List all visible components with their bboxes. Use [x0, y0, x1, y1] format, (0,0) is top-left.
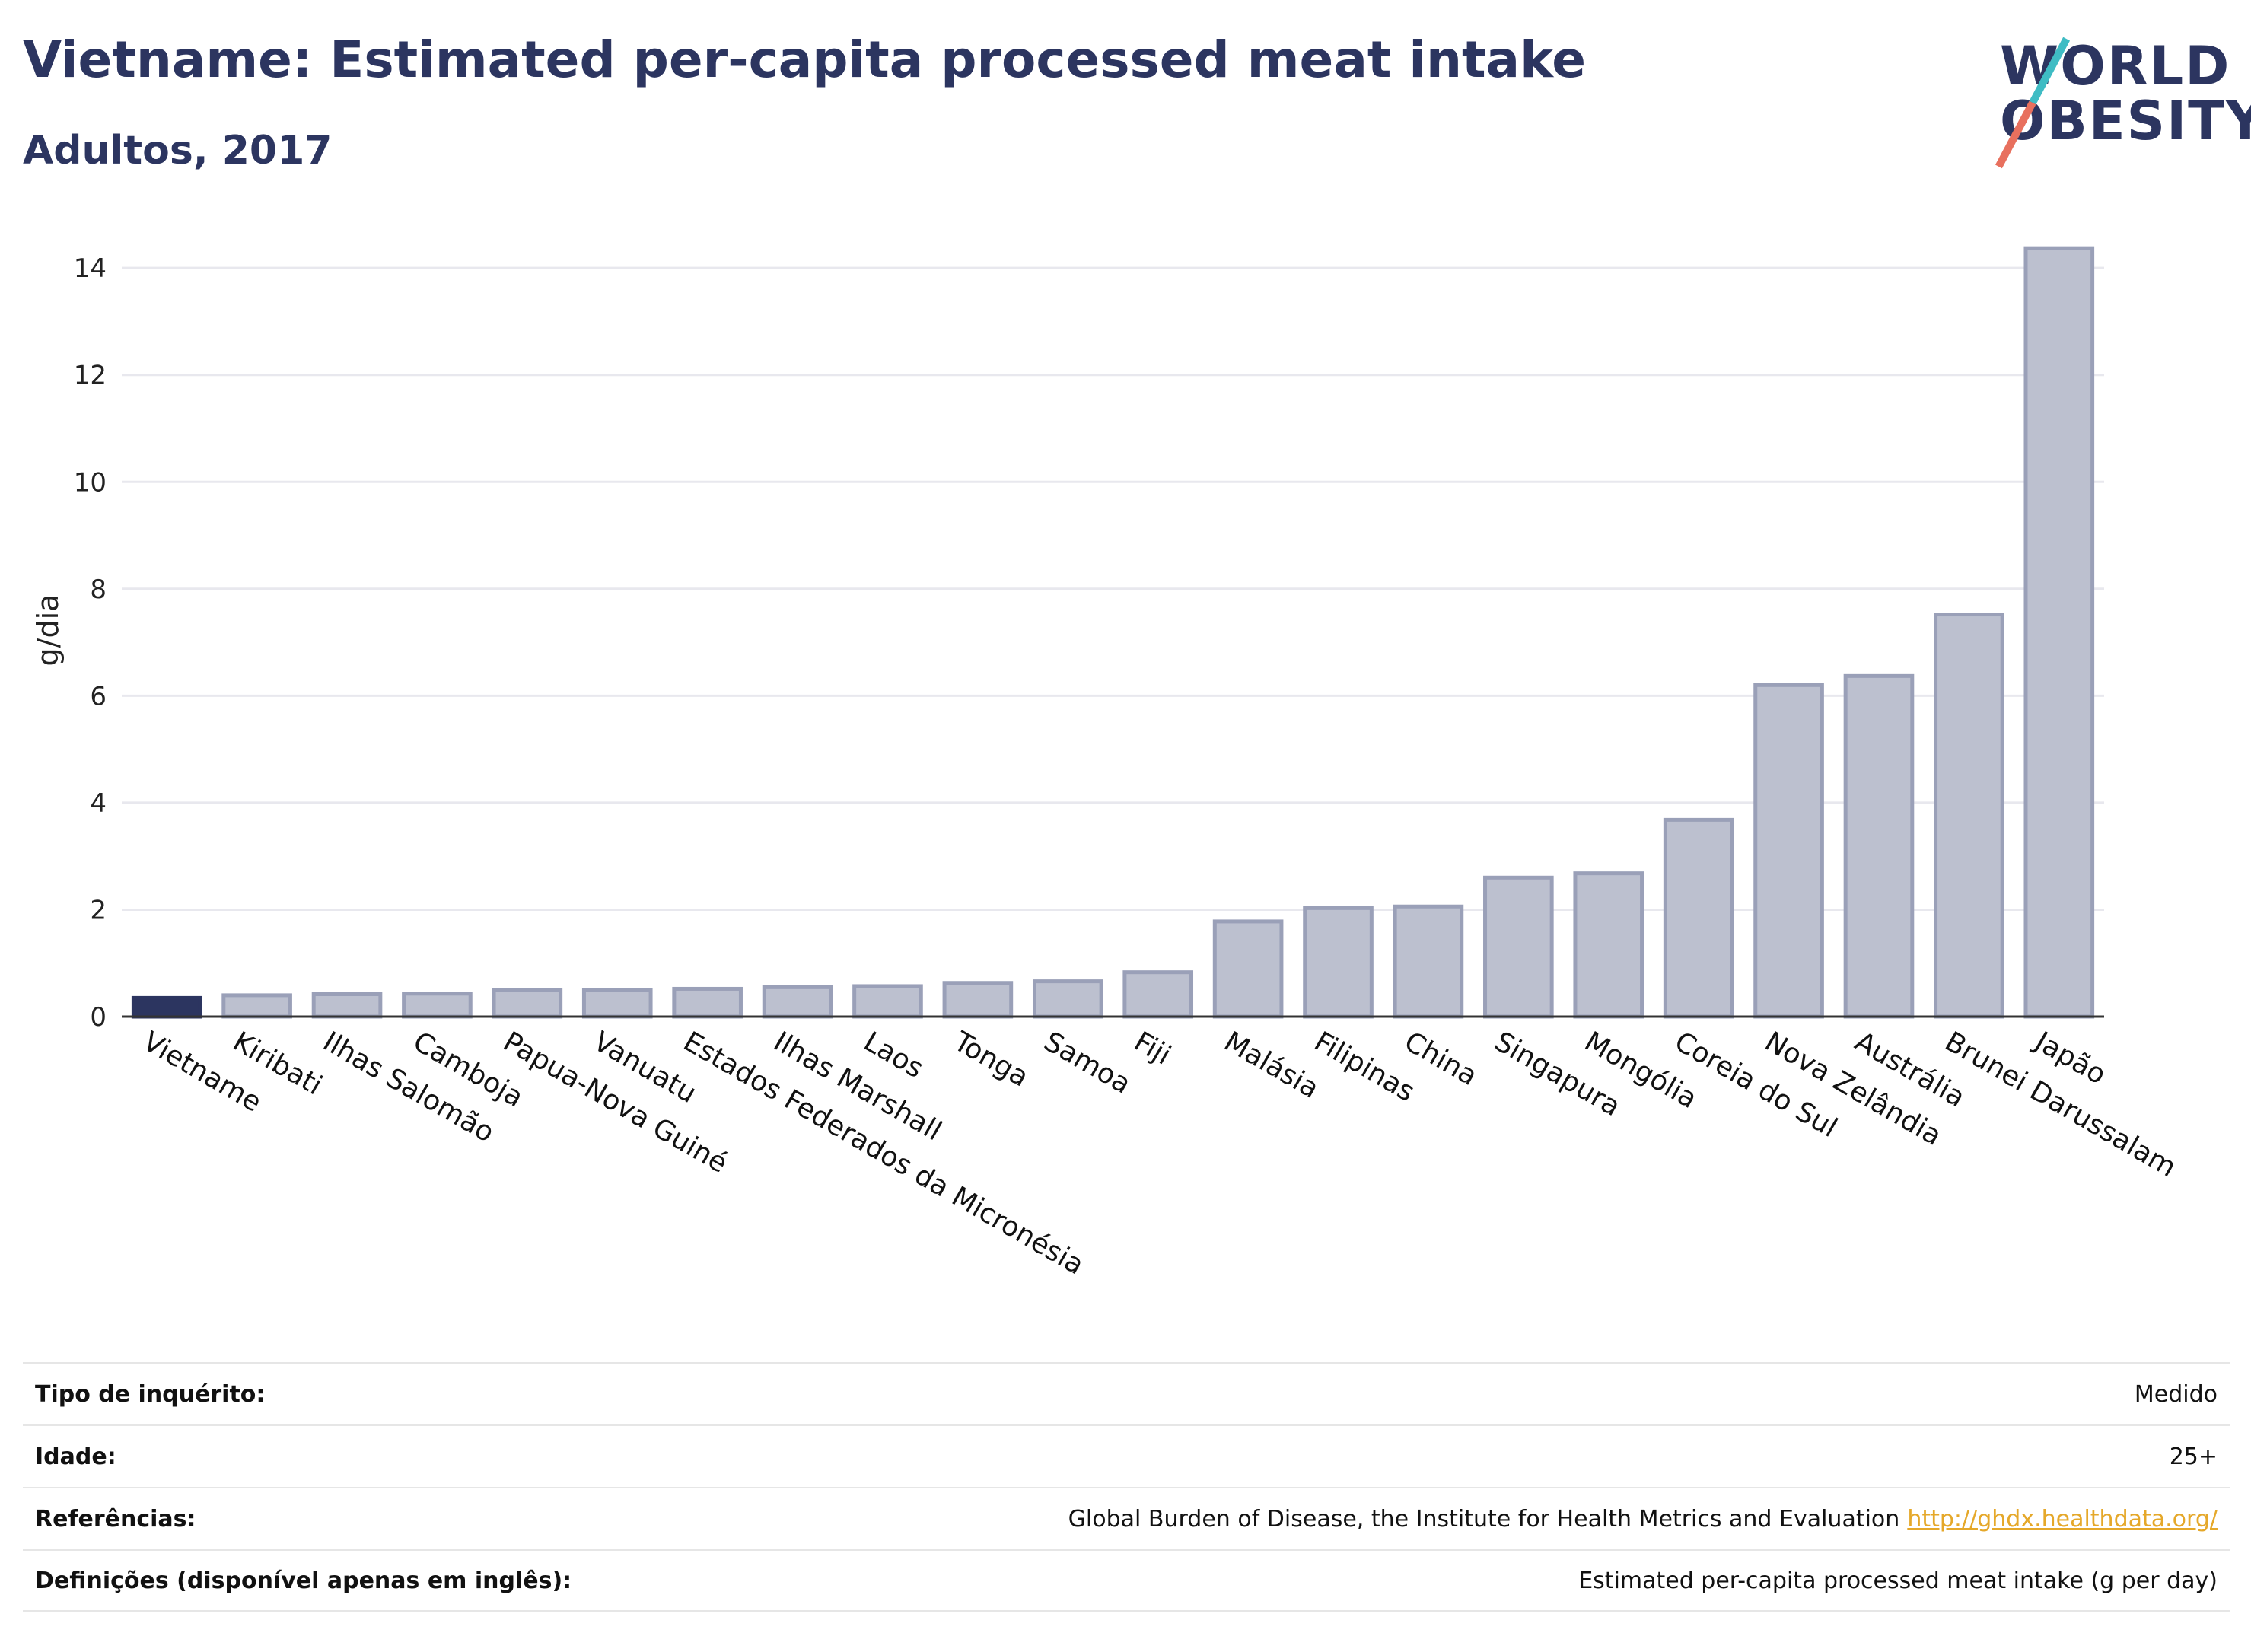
meta-value: 25+	[2169, 1443, 2218, 1470]
bar	[942, 981, 1014, 1019]
bar	[1483, 875, 1554, 1019]
x-tick-label: Fiji	[1129, 1026, 1176, 1071]
bar	[581, 988, 653, 1019]
y-tick-label: 4	[90, 788, 107, 819]
bar	[131, 995, 202, 1019]
bar	[2023, 246, 2095, 1019]
x-tick-label: Samoa	[1039, 1026, 1136, 1100]
y-tick-label: 8	[90, 575, 107, 605]
chart-title: Vietname: Estimated per-capita processed…	[23, 30, 1586, 89]
x-tick-label: Tonga	[948, 1026, 1034, 1093]
bar	[402, 992, 473, 1019]
y-axis-label: g/dia	[31, 594, 65, 667]
chart-subtitle: Adultos, 2017	[23, 128, 333, 173]
meta-key: Idade:	[35, 1443, 116, 1470]
meta-row-survey-type: Tipo de inquérito: Medido	[23, 1362, 2230, 1424]
meta-key: Referências:	[35, 1505, 196, 1533]
bar	[672, 986, 743, 1019]
y-tick-label: 14	[74, 253, 107, 284]
references-link[interactable]: http://ghdx.healthdata.org/	[1907, 1505, 2218, 1533]
bar	[1393, 904, 1464, 1019]
y-tick-label: 6	[90, 681, 107, 711]
bar	[762, 985, 833, 1019]
bar	[1843, 673, 1915, 1019]
bar	[1934, 613, 2004, 1019]
y-tick-label: 12	[74, 361, 107, 391]
bar	[1753, 683, 1824, 1019]
bar	[1122, 970, 1194, 1019]
meta-key: Definições (disponível apenas em inglês)…	[35, 1567, 572, 1594]
bar	[852, 984, 923, 1019]
y-tick-label: 0	[90, 1002, 107, 1033]
world-obesity-logo: WORLD OBESITY	[1979, 30, 2251, 169]
bar	[1303, 906, 1374, 1019]
bar	[311, 992, 383, 1019]
meta-value: Medido	[2134, 1380, 2218, 1408]
bar	[221, 993, 292, 1019]
bar	[1032, 979, 1103, 1019]
references-text: Global Burden of Disease, the Institute …	[1068, 1505, 1900, 1533]
bar	[1573, 871, 1644, 1019]
metadata-table: Tipo de inquérito: Medido Idade: 25+ Ref…	[23, 1362, 2230, 1612]
y-tick-label: 2	[90, 895, 107, 925]
bar	[1212, 919, 1284, 1019]
bar	[492, 988, 563, 1019]
meta-row-age: Idade: 25+	[23, 1424, 2230, 1487]
x-tick-label: Malásia	[1219, 1026, 1324, 1105]
meta-key: Tipo de inquérito:	[35, 1380, 266, 1408]
bar	[1663, 817, 1734, 1019]
meta-row-definitions: Definições (disponível apenas em inglês)…	[23, 1549, 2230, 1612]
y-tick-label: 10	[74, 467, 107, 498]
meta-value: Estimated per-capita processed meat inta…	[1578, 1567, 2218, 1594]
x-tick-label: Filipinas	[1309, 1026, 1420, 1108]
meta-value: Global Burden of Disease, the Institute …	[1068, 1506, 2218, 1533]
logo-word-2: OBESITY	[2000, 90, 2251, 152]
meta-row-references: Referências: Global Burden of Disease, t…	[23, 1487, 2230, 1549]
